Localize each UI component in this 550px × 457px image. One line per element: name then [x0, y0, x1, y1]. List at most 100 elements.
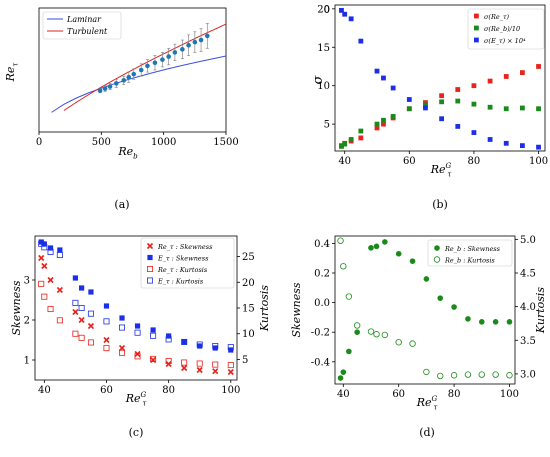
data-marker-2 — [41, 293, 48, 300]
y-tick-label-1: 1 — [24, 356, 30, 367]
data-marker-1 — [181, 339, 187, 345]
legend-swatch-0 — [146, 242, 154, 250]
data-marker-1 — [47, 245, 54, 251]
laminar-curve — [51, 55, 227, 113]
data-marker-0 — [340, 369, 347, 375]
x-marker-stroke — [38, 254, 45, 262]
y-tick-label-2: 2 — [24, 316, 30, 327]
data-marker-3 — [103, 318, 110, 325]
data-point — [145, 59, 150, 73]
data-marker-σ(Eτ) × 10^4 — [381, 75, 386, 81]
y2-tick-label-15: 15 — [242, 304, 255, 315]
data-marker-3 — [38, 240, 45, 247]
data-marker — [113, 81, 119, 86]
plot-frame-b — [334, 4, 546, 152]
caption-c: (c) — [129, 426, 144, 439]
data-marker-1 — [38, 239, 44, 245]
x-tick-label-100: 100 — [500, 389, 519, 400]
data-marker-1 — [367, 328, 375, 335]
x-marker-stroke — [56, 286, 63, 294]
data-marker — [198, 37, 204, 43]
x-tick-label-40: 40 — [38, 385, 51, 396]
data-point — [113, 78, 119, 88]
data-marker-3 — [78, 304, 85, 311]
data-marker-0 — [395, 250, 402, 257]
data-marker — [186, 42, 191, 48]
data-marker-0 — [165, 360, 172, 368]
data-marker-3 — [56, 252, 63, 259]
data-marker-σ(Reτ) — [503, 74, 509, 79]
data-marker — [107, 84, 113, 89]
data-marker-1 — [79, 285, 85, 291]
x-marker-stroke — [72, 308, 79, 316]
data-marker-1 — [134, 323, 141, 329]
data-marker-0 — [47, 276, 54, 284]
caption-a: (a) — [114, 198, 129, 211]
data-point — [102, 85, 108, 93]
data-marker-2 — [47, 306, 54, 313]
data-marker-σ(Reb)/10 — [503, 106, 509, 112]
data-marker-σ(Eτ) × 10^4 — [439, 116, 445, 122]
data-marker-σ(Reτ) — [471, 83, 477, 89]
legend-box — [427, 239, 513, 267]
data-marker-0 — [346, 348, 352, 355]
data-marker-2 — [212, 361, 219, 368]
data-marker-σ(Reτ) — [519, 70, 525, 76]
x-marker-stroke — [78, 316, 85, 324]
legend-label-2: Re_τ : Kurtosis — [157, 266, 208, 274]
data-point — [121, 75, 127, 85]
data-marker-0 — [437, 295, 444, 301]
data-marker-σ(Reb)/10 — [342, 141, 348, 147]
data-marker — [138, 67, 144, 73]
data-marker — [160, 57, 165, 62]
y-tick-label: -0.2 — [311, 328, 330, 339]
legend-swatch-1 — [147, 254, 153, 261]
data-marker-2 — [150, 355, 157, 362]
caption-d: (d) — [419, 426, 435, 439]
data-point — [126, 71, 132, 83]
data-point — [198, 28, 204, 52]
panel-c: 40 60 80 100 1 2 3 5 10 15 20 25 Re_τ : Skewness E_τ … — [10, 235, 271, 439]
data-marker-0 — [72, 308, 79, 316]
y-tick-label-3: 3 — [24, 276, 30, 287]
legend-swatch-2 — [474, 37, 479, 43]
y-tick-label: 0.0 — [314, 298, 330, 309]
data-marker-σ(Reτ) — [536, 64, 541, 69]
y2-tick-label: 5.0 — [520, 235, 536, 246]
data-marker-0 — [118, 344, 126, 352]
data-marker-σ(Reb)/10 — [455, 98, 461, 104]
x-marker-stroke — [146, 242, 154, 250]
data-point — [186, 34, 191, 56]
data-marker-σ(Eτ) × 10^4 — [503, 140, 509, 146]
data-marker — [97, 88, 103, 93]
x-tick-label-80: 80 — [448, 389, 461, 400]
x-tick-label-40: 40 — [338, 156, 351, 167]
data-marker-3 — [134, 329, 141, 336]
y2-tick-label-20: 20 — [242, 278, 255, 289]
x-axis-label: ReG τ — [430, 161, 453, 178]
y-axis-label: σ — [311, 74, 326, 84]
data-marker-σ(Eτ) × 10^4 — [536, 144, 541, 150]
x-axis-label: ReG τ — [416, 394, 439, 411]
data-marker-0 — [41, 262, 48, 270]
data-marker-1 — [57, 247, 63, 253]
data-marker — [180, 47, 185, 52]
data-marker-σ(Reb)/10 — [536, 106, 541, 112]
legend-box — [467, 8, 545, 50]
data-marker-σ(Reτ) — [358, 135, 364, 141]
data-marker-0 — [409, 258, 416, 264]
data-marker-2 — [103, 345, 110, 352]
data-marker-1 — [450, 372, 458, 379]
y-tick-label-20: 20 — [317, 4, 330, 15]
legend-swatch-1 — [433, 256, 441, 263]
data-marker-1 — [492, 371, 499, 378]
x-marker-stroke — [103, 336, 110, 344]
data-marker-2 — [134, 353, 141, 360]
data-marker — [102, 86, 108, 91]
data-marker-1 — [166, 333, 172, 339]
data-marker-1 — [353, 322, 361, 329]
plot-frame-d — [334, 235, 516, 385]
data-marker-1 — [478, 371, 485, 378]
x-marker-stroke — [118, 344, 126, 352]
data-marker — [172, 50, 178, 55]
